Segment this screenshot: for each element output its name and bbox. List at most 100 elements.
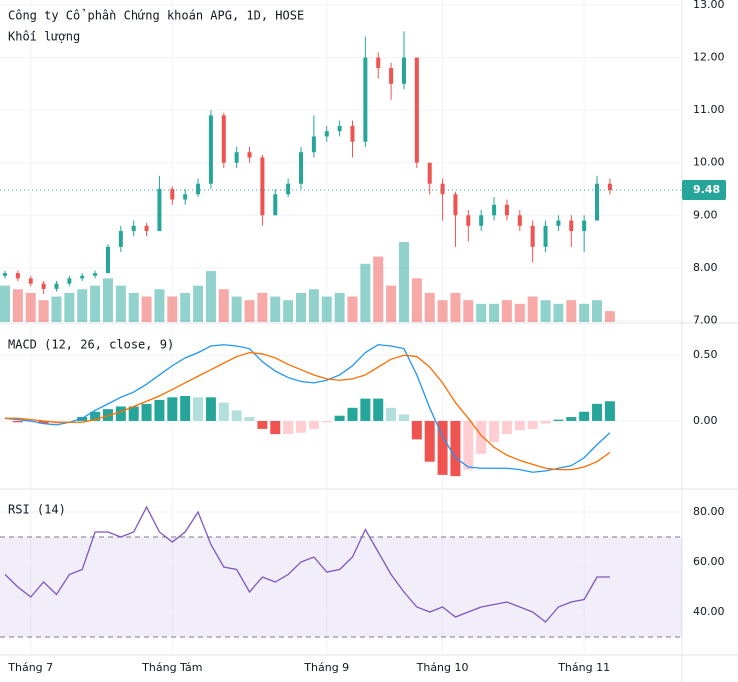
candle-body [607,183,612,191]
x-tick-label: Tháng 7 [7,661,53,674]
candle-body [595,183,600,221]
volume-bar [38,300,49,322]
candle-body [582,220,587,232]
histogram-bar [579,411,590,421]
volume-bar [553,303,564,322]
histogram-bar [540,420,551,424]
volume-bar [64,292,75,322]
histogram-bar [90,411,101,421]
volume-bar [386,285,397,322]
histogram-bar [218,402,229,421]
histogram-bar [180,395,191,421]
candle-body [517,215,522,226]
volume-bar [0,285,10,322]
rsi-band [0,537,682,637]
x-tick-label: Tháng 11 [557,661,610,674]
last-price-box [682,180,726,201]
candle-body [54,283,59,289]
volume-bar [115,285,126,322]
candle-body [492,204,497,216]
volume-bar [283,300,294,322]
histogram-bar [308,420,319,429]
volume-bar [180,292,191,322]
histogram-bar [231,410,242,421]
volume-bar [205,271,216,322]
candle-body [543,225,548,247]
volume-bar [77,289,88,322]
volume-bar [167,296,178,322]
y-tick-label: 0.50 [693,348,718,361]
candle-body [15,273,20,279]
candle-body [556,220,561,226]
candle-body [479,215,484,226]
histogram-bar [167,397,178,421]
candle-body [80,275,85,279]
y-tick-label: 40.00 [693,605,725,618]
volume-bar [102,278,113,322]
volume-bar [501,300,512,322]
volume-bar [90,285,101,322]
candle-body [299,152,304,184]
volume-bar [12,289,23,322]
volume-bar [270,296,281,322]
candle-body [389,68,394,84]
histogram-bar [514,420,525,431]
candle-body [273,194,278,216]
volume-bar [437,300,448,322]
volume-bar [476,303,487,322]
histogram-bar [553,419,564,421]
histogram-bar [437,420,448,475]
histogram-bar [373,398,384,421]
histogram-bar [527,420,538,429]
volume-bar [231,296,242,322]
candle-body [337,125,342,132]
y-tick-label: 7.00 [693,313,718,326]
histogram-bar [244,417,255,421]
volume-bar [141,296,152,322]
candle-body [93,273,98,276]
rsi-line [4,505,610,623]
chart-title: Công ty Cổ phần Chứng khoán APG, 1D, HOS… [8,9,304,23]
histogram-bar [450,420,461,477]
candle-body [530,225,535,247]
histogram-bar [347,407,358,421]
histogram-bar [501,420,512,435]
volume-title: Khối lượng [8,30,80,44]
candle-body [196,183,201,195]
candle-body [221,115,226,163]
volume-bar [527,296,538,322]
histogram-bar [604,401,615,421]
volume-bar [51,296,62,322]
macd-title: MACD (12, 26, close, 9) [8,338,174,352]
macd-line [4,344,611,473]
y-tick-label: 8.00 [693,261,718,274]
volume-bar [128,292,139,322]
volume-bar [296,292,307,322]
volume-bar [25,292,36,322]
volume-bar [489,303,500,322]
volume-bar [592,300,603,322]
histogram-bar [411,420,422,440]
volume-bar [257,292,268,322]
volume-bar [308,289,319,322]
candle-body [105,246,110,274]
volume-bar [218,289,229,322]
last-price-label: 9.48 [693,183,720,196]
rsi-title: RSI (14) [8,503,66,517]
candle-body [466,215,471,226]
histogram-bar [115,406,126,421]
histogram-bar [296,420,307,433]
candle-body [427,162,432,184]
volume-bar [373,256,384,322]
candle-body [453,194,458,216]
histogram-bar [334,415,345,421]
candle-body [144,225,149,232]
candle-body [260,157,265,216]
histogram-bar [592,403,603,421]
volume-bar [566,300,577,322]
y-tick-label: 60.00 [693,555,725,568]
volume-bar [604,311,615,322]
volume-bar [450,292,461,322]
candle-body [41,283,46,289]
